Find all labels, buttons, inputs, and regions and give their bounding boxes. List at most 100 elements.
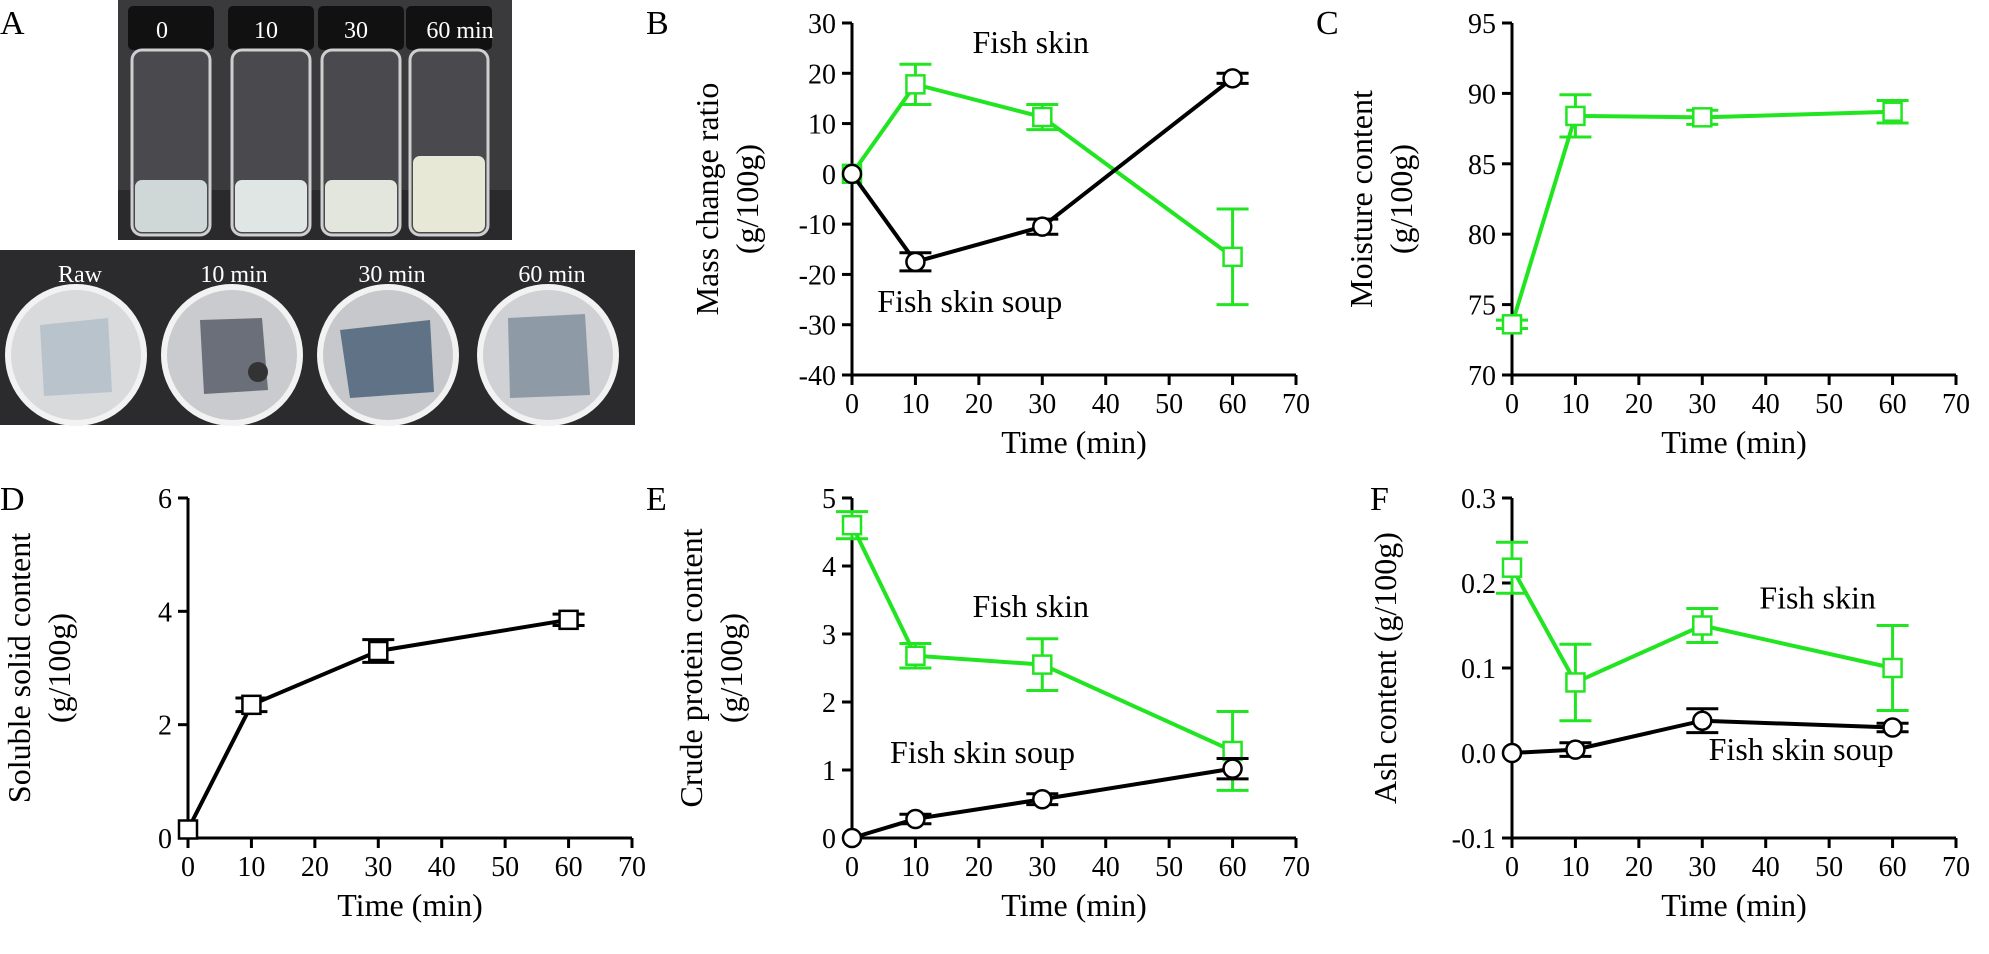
y-tick-label: 3: [822, 620, 836, 651]
data-point: [1692, 107, 1713, 128]
x-tick-label: 10: [1561, 852, 1589, 883]
data-point: [1692, 710, 1713, 731]
data-point: [905, 645, 926, 667]
x-tick-label: 20: [1625, 389, 1653, 420]
panel-b-x-axis-title: Time (min): [1001, 424, 1147, 460]
y-tick-label: 5: [822, 484, 836, 515]
data-point: [558, 609, 579, 631]
y-tick-label: 75: [1468, 291, 1496, 322]
panel-b-y-axis-title: Mass change ratio: [689, 83, 725, 316]
series-line: [850, 82, 1234, 259]
y-tick-label: 2: [822, 688, 836, 719]
panel-c-y-axis-title: (g/100g): [1383, 144, 1419, 254]
data-point: [1565, 105, 1586, 127]
vial-2-cap: [228, 6, 314, 50]
y-tick-label: 0: [158, 824, 172, 855]
vial-4: [406, 6, 492, 237]
y-tick-label: -10: [799, 210, 836, 241]
series-line: [1510, 109, 1893, 325]
x-tick-label: 30: [1688, 389, 1716, 420]
y-tick-label: 2: [158, 711, 172, 742]
panel-d-letter: D: [0, 481, 25, 518]
vial-2-liquid: [235, 180, 307, 232]
x-tick-label: 20: [965, 389, 993, 420]
data-point: [1501, 557, 1523, 578]
panel-e-y-axis-title: Crude protein content: [673, 528, 709, 807]
x-tick-label: 0: [181, 852, 195, 883]
x-tick-label: 30: [1028, 852, 1056, 883]
data-point: [841, 514, 863, 536]
y-tick-label: -0.1: [1452, 824, 1496, 855]
panel-d-y-axis-title: Soluble solid content: [1, 533, 37, 803]
data-point: [1565, 739, 1586, 760]
panel-a: A 0: [0, 0, 635, 426]
data-point: [905, 808, 926, 830]
vial-3-liquid: [325, 180, 397, 232]
panel-e-x-axis-title: Time (min): [1001, 887, 1147, 923]
data-point: [177, 819, 199, 840]
data-point: [1882, 101, 1903, 122]
data-point: [1222, 758, 1243, 779]
panel-b-annotation: Fish skin: [973, 24, 1089, 60]
panel-b-series-fish-skin: [841, 62, 1249, 307]
vial-2: [228, 6, 314, 237]
fish-skin-raw: [40, 318, 112, 396]
panel-f-letter: F: [1370, 481, 1389, 518]
x-tick-label: 60: [555, 852, 583, 883]
data-point: [841, 163, 863, 185]
panel-d: D 0 10 20 30 40 50 60 70 0 2 4 6 Time (min) Soluble so…: [0, 481, 646, 923]
panel-a-letter: A: [0, 5, 25, 42]
x-tick-label: 0: [845, 389, 859, 420]
data-point: [1501, 314, 1523, 335]
panel-d-series-0: [177, 609, 585, 840]
x-tick-label: 70: [1282, 852, 1310, 883]
vial-4-cap: [406, 6, 492, 50]
fish-skin-10min: [200, 318, 268, 394]
panel-b-annotation: Fish skin soup: [877, 283, 1062, 319]
x-tick-label: 60: [1879, 852, 1907, 883]
series-line: [850, 76, 1234, 265]
data-point: [1222, 246, 1243, 268]
panel-c-letter: C: [1316, 5, 1339, 42]
data-point: [1032, 788, 1053, 810]
dish-raw: [5, 284, 147, 426]
x-tick-label: 0: [845, 852, 859, 883]
data-point: [905, 74, 926, 95]
series-line: [1511, 718, 1893, 755]
panel-e-annotation: Fish skin soup: [890, 734, 1075, 770]
vial-label-10: 10: [254, 18, 278, 44]
panel-b-series-fish-skin-soup: [841, 68, 1249, 273]
panel-e-letter: E: [646, 481, 667, 518]
x-tick-label: 40: [428, 852, 456, 883]
x-tick-label: 50: [1815, 852, 1843, 883]
data-point: [1032, 216, 1053, 237]
panel-f-series-fish-skin: [1496, 540, 1909, 723]
y-tick-label: -20: [799, 260, 836, 291]
y-tick-label: 95: [1468, 9, 1496, 40]
y-tick-label: -30: [799, 311, 836, 342]
y-tick-label: 0.1: [1461, 654, 1496, 685]
dish-label-30min: 30 min: [358, 262, 425, 288]
x-tick-label: 10: [901, 852, 929, 883]
data-point: [1032, 106, 1053, 128]
dish-60min: [477, 284, 619, 426]
x-tick-label: 30: [1688, 852, 1716, 883]
series-line: [1510, 566, 1894, 686]
y-tick-label: 30: [808, 9, 836, 40]
x-tick-label: 30: [1028, 389, 1056, 420]
y-tick-label: 6: [158, 484, 172, 515]
series-line: [850, 524, 1234, 753]
y-tick-label: 20: [808, 59, 836, 90]
x-tick-label: 10: [1561, 389, 1589, 420]
panel-f-y-axis-title: Ash content (g/100g): [1367, 532, 1403, 804]
x-tick-label: 30: [364, 852, 392, 883]
vial-photo: 0 10 30 60 min: [118, 0, 512, 240]
data-point: [241, 694, 262, 716]
panel-b: B 0 10 20 30 40 50 60 70 -40 -30 -20 -10 0 10 20 30 Time …: [646, 5, 1310, 460]
panel-d-x-axis-title: Time (min): [337, 887, 483, 923]
data-point: [1032, 654, 1053, 675]
panel-b-y-axis-title: (g/100g): [729, 144, 765, 254]
panel-d-y-axis-title: (g/100g): [41, 613, 77, 723]
y-tick-label: 85: [1468, 150, 1496, 181]
x-tick-label: 50: [491, 852, 519, 883]
